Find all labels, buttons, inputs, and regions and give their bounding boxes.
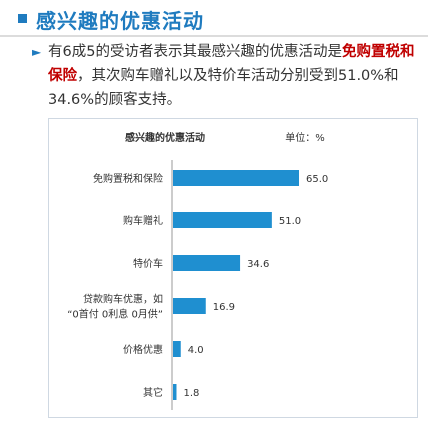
bar-4 [173, 298, 206, 314]
header-square-icon [18, 14, 27, 23]
bar-value-label-1: 65.0 [306, 174, 328, 185]
category-label-4: 贷款购车优惠，如“0首付 0利息 0月供” [67, 293, 163, 321]
chart-title: 感兴趣的优惠活动 [125, 131, 205, 144]
bar-value-label-3: 34.6 [247, 259, 269, 270]
summary-paragraph: ► 有6成5的受访者表示其最感兴趣的优惠活动是免购置税和保险，其次购车赠礼以及特… [32, 40, 418, 112]
bar-value-label-2: 51.0 [279, 216, 301, 227]
category-label-1: 免购置税和保险 [93, 172, 163, 185]
summary-text-part1: 有6成5的受访者表示其最感兴趣的优惠活动是 [48, 44, 342, 60]
summary-highlight: 免购置税和保险 [48, 44, 415, 84]
chart-frame [48, 118, 418, 418]
bar-2 [173, 212, 272, 228]
category-label-3: 特价车 [133, 257, 163, 270]
bar-6 [173, 384, 177, 400]
header: 感兴趣的优惠活动 [0, 0, 428, 38]
page-title: 感兴趣的优惠活动 [36, 9, 204, 33]
bar-value-label-5: 4.0 [188, 345, 204, 356]
category-label-2: 购车赠礼 [123, 214, 163, 227]
bar-3 [173, 255, 241, 271]
category-label-6: 其它 [143, 386, 163, 399]
chart-unit-label: 单位：% [285, 131, 325, 144]
bar-5 [173, 341, 181, 357]
category-label-5: 价格优惠 [123, 343, 163, 356]
bar-1 [173, 170, 299, 186]
summary-text-part2: ，其次购车赠礼以及特价车活动分别受到51.0%和34.6%的顾客支持。 [48, 68, 399, 108]
header-divider [0, 35, 428, 37]
bar-value-label-4: 16.9 [213, 302, 235, 313]
bullet-arrow-icon: ► [32, 45, 42, 59]
bar-value-label-6: 1.8 [183, 388, 199, 399]
